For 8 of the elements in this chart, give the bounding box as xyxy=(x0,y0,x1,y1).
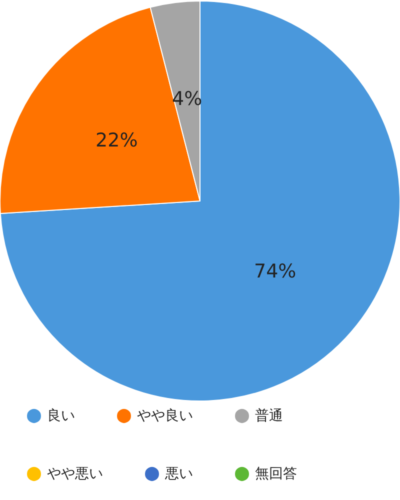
data-label: 74% xyxy=(254,260,296,283)
legend-label: 良い xyxy=(47,408,75,424)
legend-label: 無回答 xyxy=(255,466,297,482)
data-label: 22% xyxy=(96,129,138,152)
legend-label: 悪い xyxy=(164,466,193,482)
legend-label: やや良い xyxy=(137,408,193,424)
legend-label: やや悪い xyxy=(47,466,103,482)
legend-label: 普通 xyxy=(255,407,283,424)
